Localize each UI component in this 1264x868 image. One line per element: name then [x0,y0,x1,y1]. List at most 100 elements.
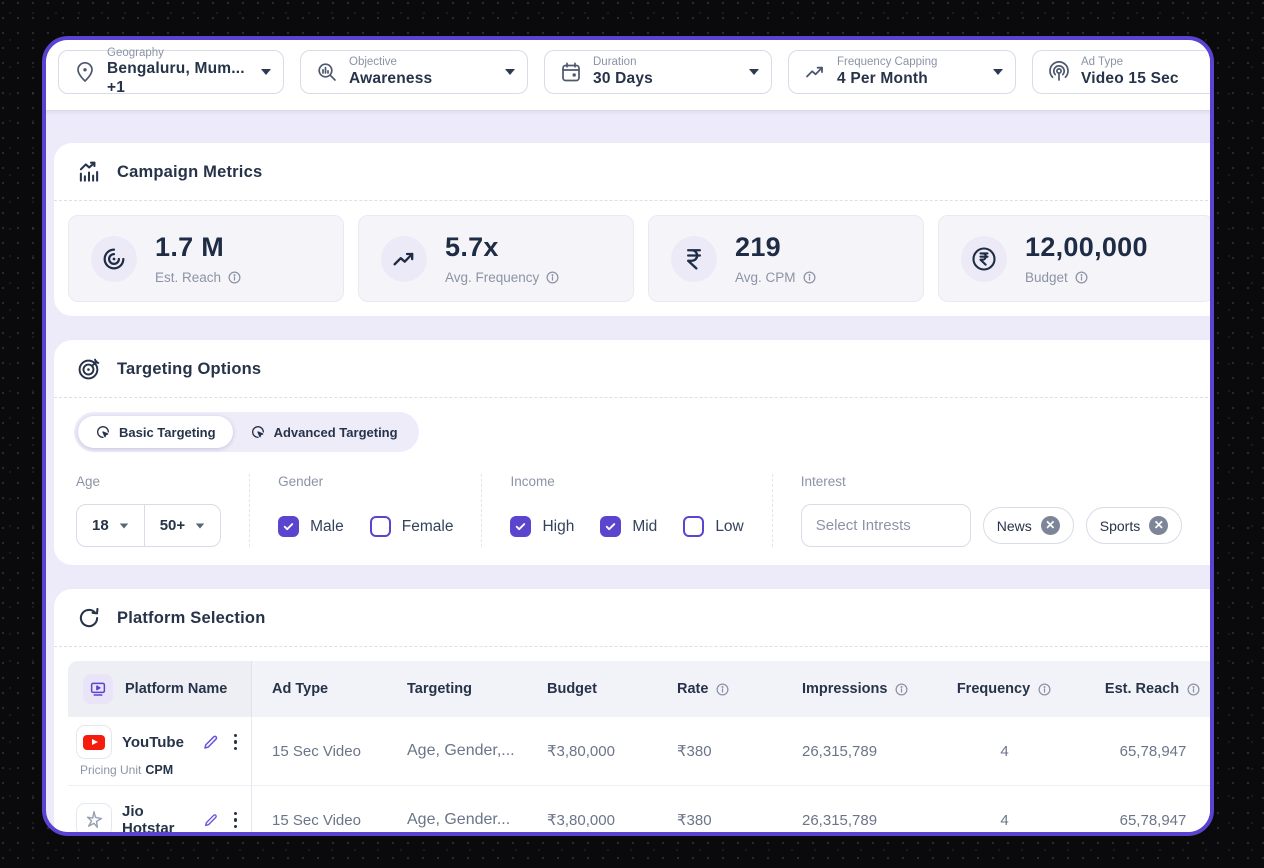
cursor-click-icon [250,424,266,440]
column-label: Impressions [802,681,888,697]
metric-label: Est. Reach [155,270,222,285]
interest-label: Interest [800,474,846,489]
filter-value: Awareness [349,69,433,87]
col-rate: Rate [657,661,782,717]
info-icon[interactable] [802,270,817,285]
filter-value: Video 15 Sec [1081,69,1179,87]
checkbox-high[interactable]: High [510,516,574,537]
tab-advanced-targeting[interactable]: Advanced Targeting [233,416,415,448]
platform-cell: YouTube Pricing Unit CPM [68,717,252,785]
geography-select[interactable]: Geography Bengaluru, Mum... +1 [58,47,284,96]
platform-cell: Jio Hotstar [68,786,252,832]
col-targeting: Targeting [387,661,527,717]
column-label: Rate [677,681,709,697]
cell-frequency: 4 [1000,811,1009,829]
table-row-youtube[interactable]: YouTube Pricing Unit CPM 15 Sec Video Age… [68,717,1210,786]
metric-value: 1.7 M [155,232,225,262]
col-impressions: Impressions [782,661,937,717]
metric-avg-frequency: 5.7x Avg. Frequency [358,215,634,302]
chip-label: Sports [1099,517,1141,534]
interest-input[interactable] [800,504,971,547]
interest-group: Interest News ✕ Sports ✕ [771,474,1210,547]
remove-chip-icon[interactable]: ✕ [1149,516,1169,535]
checkbox-label: Low [715,517,744,535]
info-icon[interactable] [545,270,560,285]
targeting-form: Age 18 50+ Ge [74,474,1208,547]
metric-value: 219 [735,232,781,262]
cell-frequency: 4 [1000,742,1009,760]
trend-arrow-icon [381,235,427,282]
analytics-chart-icon [76,159,102,185]
trend-arrow-icon [803,60,827,84]
duration-select[interactable]: Duration 30 Days [544,50,772,94]
cell-budget: ₹3,80,000 [547,743,615,760]
column-label: Ad Type [272,681,329,697]
info-icon[interactable] [894,682,909,697]
section-title: Targeting Options [117,359,262,378]
tab-basic-targeting[interactable]: Basic Targeting [78,416,233,448]
targeting-tabs: Basic Targeting Advanced Targeting [74,412,419,452]
remove-chip-icon[interactable]: ✕ [1040,516,1060,535]
chevron-down-icon [749,69,759,75]
ad-type-select[interactable]: Ad Type Video 15 Sec [1032,50,1210,94]
row-menu-icon[interactable] [230,810,242,831]
age-to-select[interactable]: 50+ [143,505,220,546]
chevron-down-icon [505,69,515,75]
col-est-reach: Est. Reach [1072,661,1210,717]
metric-label: Avg. CPM [735,270,796,285]
info-icon[interactable] [1186,682,1201,697]
checkbox-checked-icon [510,516,532,537]
checkbox-unchecked-icon [683,516,705,537]
col-budget: Budget [527,661,657,717]
filter-bar: Geography Bengaluru, Mum... +1 Objective… [46,40,1210,110]
filter-label: Objective [349,55,397,68]
metrics-row: 1.7 M Est. Reach 5.7x Avg. Frequency [54,201,1210,316]
cell-impressions: 26,315,789 [802,742,878,760]
platform-name: YouTube [122,733,184,751]
frequency-capping-select[interactable]: Frequency Capping 4 Per Month [788,50,1016,94]
interest-chip-sports: Sports ✕ [1085,507,1183,544]
filter-value: Bengaluru, Mum... +1 [107,60,245,96]
checkbox-male[interactable]: Male [278,516,344,537]
checkbox-female[interactable]: Female [369,516,454,537]
calendar-icon [559,60,583,84]
page-content: Campaign Metrics 1.7 M Est. Reach [46,110,1210,832]
chevron-down-icon [993,69,1003,75]
cell-est-reach: 65,78,947 [1119,811,1187,829]
info-icon[interactable] [1037,682,1052,697]
checkbox-label: Female [401,517,454,535]
targeting-options-card: Targeting Options Basic Targeting Adva [54,340,1210,565]
col-ad-type: Ad Type [252,661,387,717]
reach-target-icon [91,235,137,282]
column-label: Est. Reach [1104,681,1180,697]
info-icon[interactable] [227,270,242,285]
metric-label: Avg. Frequency [445,270,540,285]
info-icon[interactable] [1074,270,1089,285]
age-range-select: 18 50+ [76,504,222,547]
edit-pencil-icon[interactable] [202,733,220,751]
table-row-jio-hotstar[interactable]: Jio Hotstar 15 Sec Video Age, Gender... … [68,786,1210,832]
checkbox-mid[interactable]: Mid [600,516,657,537]
platform-selection-card: Platform Selection Platform Name Ad Type… [54,589,1210,832]
filter-label: Ad Type [1081,55,1123,68]
filter-label: Frequency Capping [837,55,938,68]
column-label: Frequency [956,681,1031,697]
cell-rate: ₹380 [677,743,712,760]
cell-rate: ₹380 [677,812,712,829]
edit-pencil-icon[interactable] [203,811,219,829]
checkbox-label: Mid [632,517,658,535]
age-from-select[interactable]: 18 [77,505,144,546]
row-menu-icon[interactable] [230,732,242,753]
objective-select[interactable]: Objective Awareness [300,50,528,94]
cell-budget: ₹3,80,000 [547,812,615,829]
age-to-value: 50+ [159,517,186,534]
column-label: Targeting [407,681,472,697]
cell-impressions: 26,315,789 [802,811,878,829]
platform-table: Platform Name Ad Type Targeting Budget R… [68,661,1210,832]
income-group: Income High [481,474,771,547]
age-group: Age 18 50+ [74,474,249,547]
checkbox-low[interactable]: Low [683,516,744,537]
metric-value: 5.7x [445,232,499,262]
info-icon[interactable] [715,682,730,697]
checkbox-checked-icon [278,516,300,537]
